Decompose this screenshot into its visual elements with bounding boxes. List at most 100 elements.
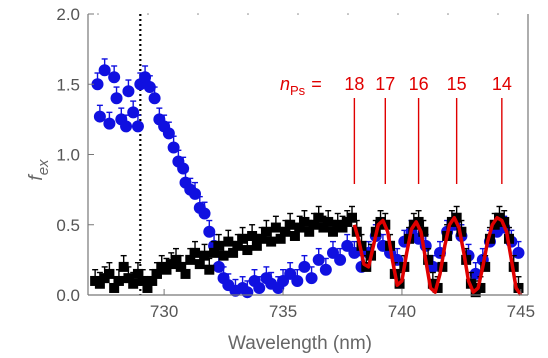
data-point: [190, 247, 201, 258]
data-point: [212, 260, 225, 273]
x-tick-label: 730: [150, 302, 178, 321]
data-point: [423, 254, 434, 265]
data-point: [318, 222, 329, 233]
data-point: [241, 286, 254, 299]
data-point: [171, 254, 181, 265]
data-point: [161, 264, 172, 275]
data-point: [109, 282, 120, 293]
top-border-dot: [247, 13, 249, 15]
data-point: [261, 226, 272, 237]
annotation-ps: Ps: [290, 83, 306, 98]
top-border-dot: [447, 13, 449, 15]
top-border-dot: [147, 13, 149, 15]
data-point: [110, 92, 123, 105]
y-axis-label: fex: [26, 159, 52, 181]
y-tick-label: 1.5: [56, 75, 80, 94]
data-point: [313, 212, 324, 223]
data-point: [337, 222, 348, 233]
data-point: [513, 282, 524, 293]
data-point: [108, 71, 121, 84]
data-point: [104, 268, 115, 279]
level-label: 17: [375, 74, 395, 94]
data-point: [242, 245, 253, 256]
annotation-n: n: [280, 74, 290, 94]
data-point: [323, 216, 334, 227]
data-point: [294, 222, 305, 233]
data-point: [232, 240, 243, 251]
data-point: [305, 272, 318, 285]
data-point: [218, 250, 229, 261]
data-point: [275, 233, 286, 244]
data-point: [251, 240, 262, 251]
x-tick-label: 740: [388, 302, 416, 321]
data-point: [312, 253, 325, 266]
data-point: [247, 230, 258, 241]
data-point: [319, 263, 332, 276]
plot-area: [97, 13, 499, 295]
data-point: [139, 71, 152, 84]
data-point: [299, 216, 310, 227]
level-label: 16: [409, 74, 429, 94]
data-point: [228, 247, 239, 258]
data-point: [147, 275, 158, 286]
data-point: [128, 278, 139, 289]
data-point: [103, 117, 116, 130]
data-point: [123, 273, 134, 284]
fit-line: [352, 215, 523, 296]
data-point: [213, 240, 224, 251]
y-tick-label: 2.0: [56, 5, 80, 24]
level-label: 15: [447, 74, 467, 94]
y-tick-label: 0.5: [56, 216, 80, 235]
fit-curve: [352, 215, 523, 296]
annotation-equals: =: [311, 74, 322, 94]
data-point: [177, 162, 190, 175]
data-point: [151, 268, 162, 279]
x-tick-label: 735: [269, 302, 297, 321]
data-point: [489, 219, 500, 230]
data-point: [118, 261, 129, 272]
data-point: [132, 268, 143, 279]
data-point: [256, 233, 267, 244]
top-border-dot: [97, 13, 99, 15]
data-point: [98, 64, 111, 77]
data-point: [204, 264, 215, 275]
data-point: [175, 261, 186, 272]
data-point: [291, 274, 304, 287]
level-label: 14: [492, 74, 512, 94]
y-axis-label-main: f: [26, 174, 47, 181]
data-point: [137, 275, 148, 286]
data-point: [194, 259, 205, 270]
data-point: [120, 120, 133, 133]
data-point: [91, 78, 104, 91]
data-point: [122, 85, 135, 98]
data-point: [93, 110, 106, 123]
annotation: 18 17 16 15 14: [344, 74, 512, 184]
data-point: [413, 216, 424, 227]
top-border-dot: [397, 13, 399, 15]
data-point: [266, 236, 277, 247]
data-point: [327, 226, 338, 237]
x-tick-label: 745: [507, 302, 535, 321]
data-point: [143, 81, 156, 94]
data-point: [347, 212, 357, 223]
data-point: [209, 247, 220, 258]
y-tick-label: 0.0: [56, 286, 80, 305]
data-point: [418, 226, 429, 237]
top-border-dot: [197, 13, 199, 15]
data-point: [94, 278, 105, 289]
x-axis-label: Wavelength (nm): [228, 333, 372, 354]
annotation-prefix: nPs =: [280, 74, 322, 98]
data-point: [270, 222, 281, 233]
data-point: [334, 253, 347, 266]
data-point: [148, 92, 161, 105]
axes: 730 735 740 745 0.0 0.5 1.0 1.5 2.0: [56, 5, 535, 321]
data-point: [308, 219, 319, 230]
data-point: [131, 120, 144, 133]
data-point: [253, 281, 266, 294]
y-tick-label: 1.0: [56, 146, 80, 165]
data-marks: [90, 58, 525, 299]
top-border-dot: [347, 13, 349, 15]
data-point: [199, 250, 210, 261]
data-point: [180, 268, 191, 279]
